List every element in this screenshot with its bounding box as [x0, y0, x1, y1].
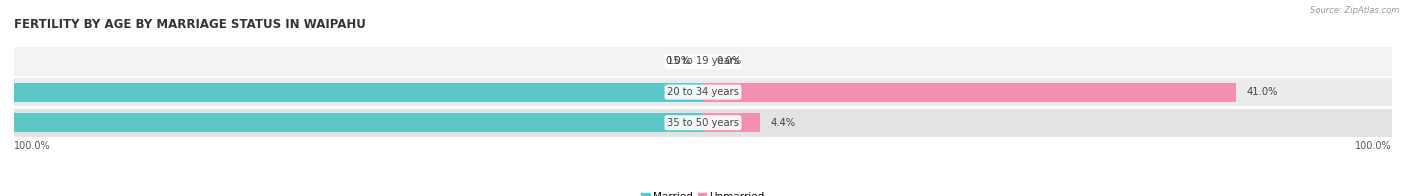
Bar [703, 83, 1236, 102]
Text: 35 to 50 years: 35 to 50 years [666, 118, 740, 128]
Text: 0.0%: 0.0% [716, 56, 741, 66]
Legend: Married, Unmarried: Married, Unmarried [637, 188, 769, 196]
Bar [14, 47, 1392, 76]
Text: 20 to 34 years: 20 to 34 years [666, 87, 740, 97]
Text: Source: ZipAtlas.com: Source: ZipAtlas.com [1309, 6, 1399, 15]
Bar [14, 109, 1392, 137]
Text: 41.0%: 41.0% [1246, 87, 1278, 97]
Text: 100.0%: 100.0% [1355, 141, 1392, 151]
Bar [14, 78, 1392, 106]
Text: 100.0%: 100.0% [14, 141, 51, 151]
Bar [0, 113, 703, 132]
Text: 0.0%: 0.0% [665, 56, 690, 66]
Bar [703, 113, 761, 132]
Bar [0, 83, 703, 102]
Text: 15 to 19 years: 15 to 19 years [666, 56, 740, 66]
Text: 4.4%: 4.4% [770, 118, 796, 128]
Text: FERTILITY BY AGE BY MARRIAGE STATUS IN WAIPAHU: FERTILITY BY AGE BY MARRIAGE STATUS IN W… [14, 18, 366, 31]
